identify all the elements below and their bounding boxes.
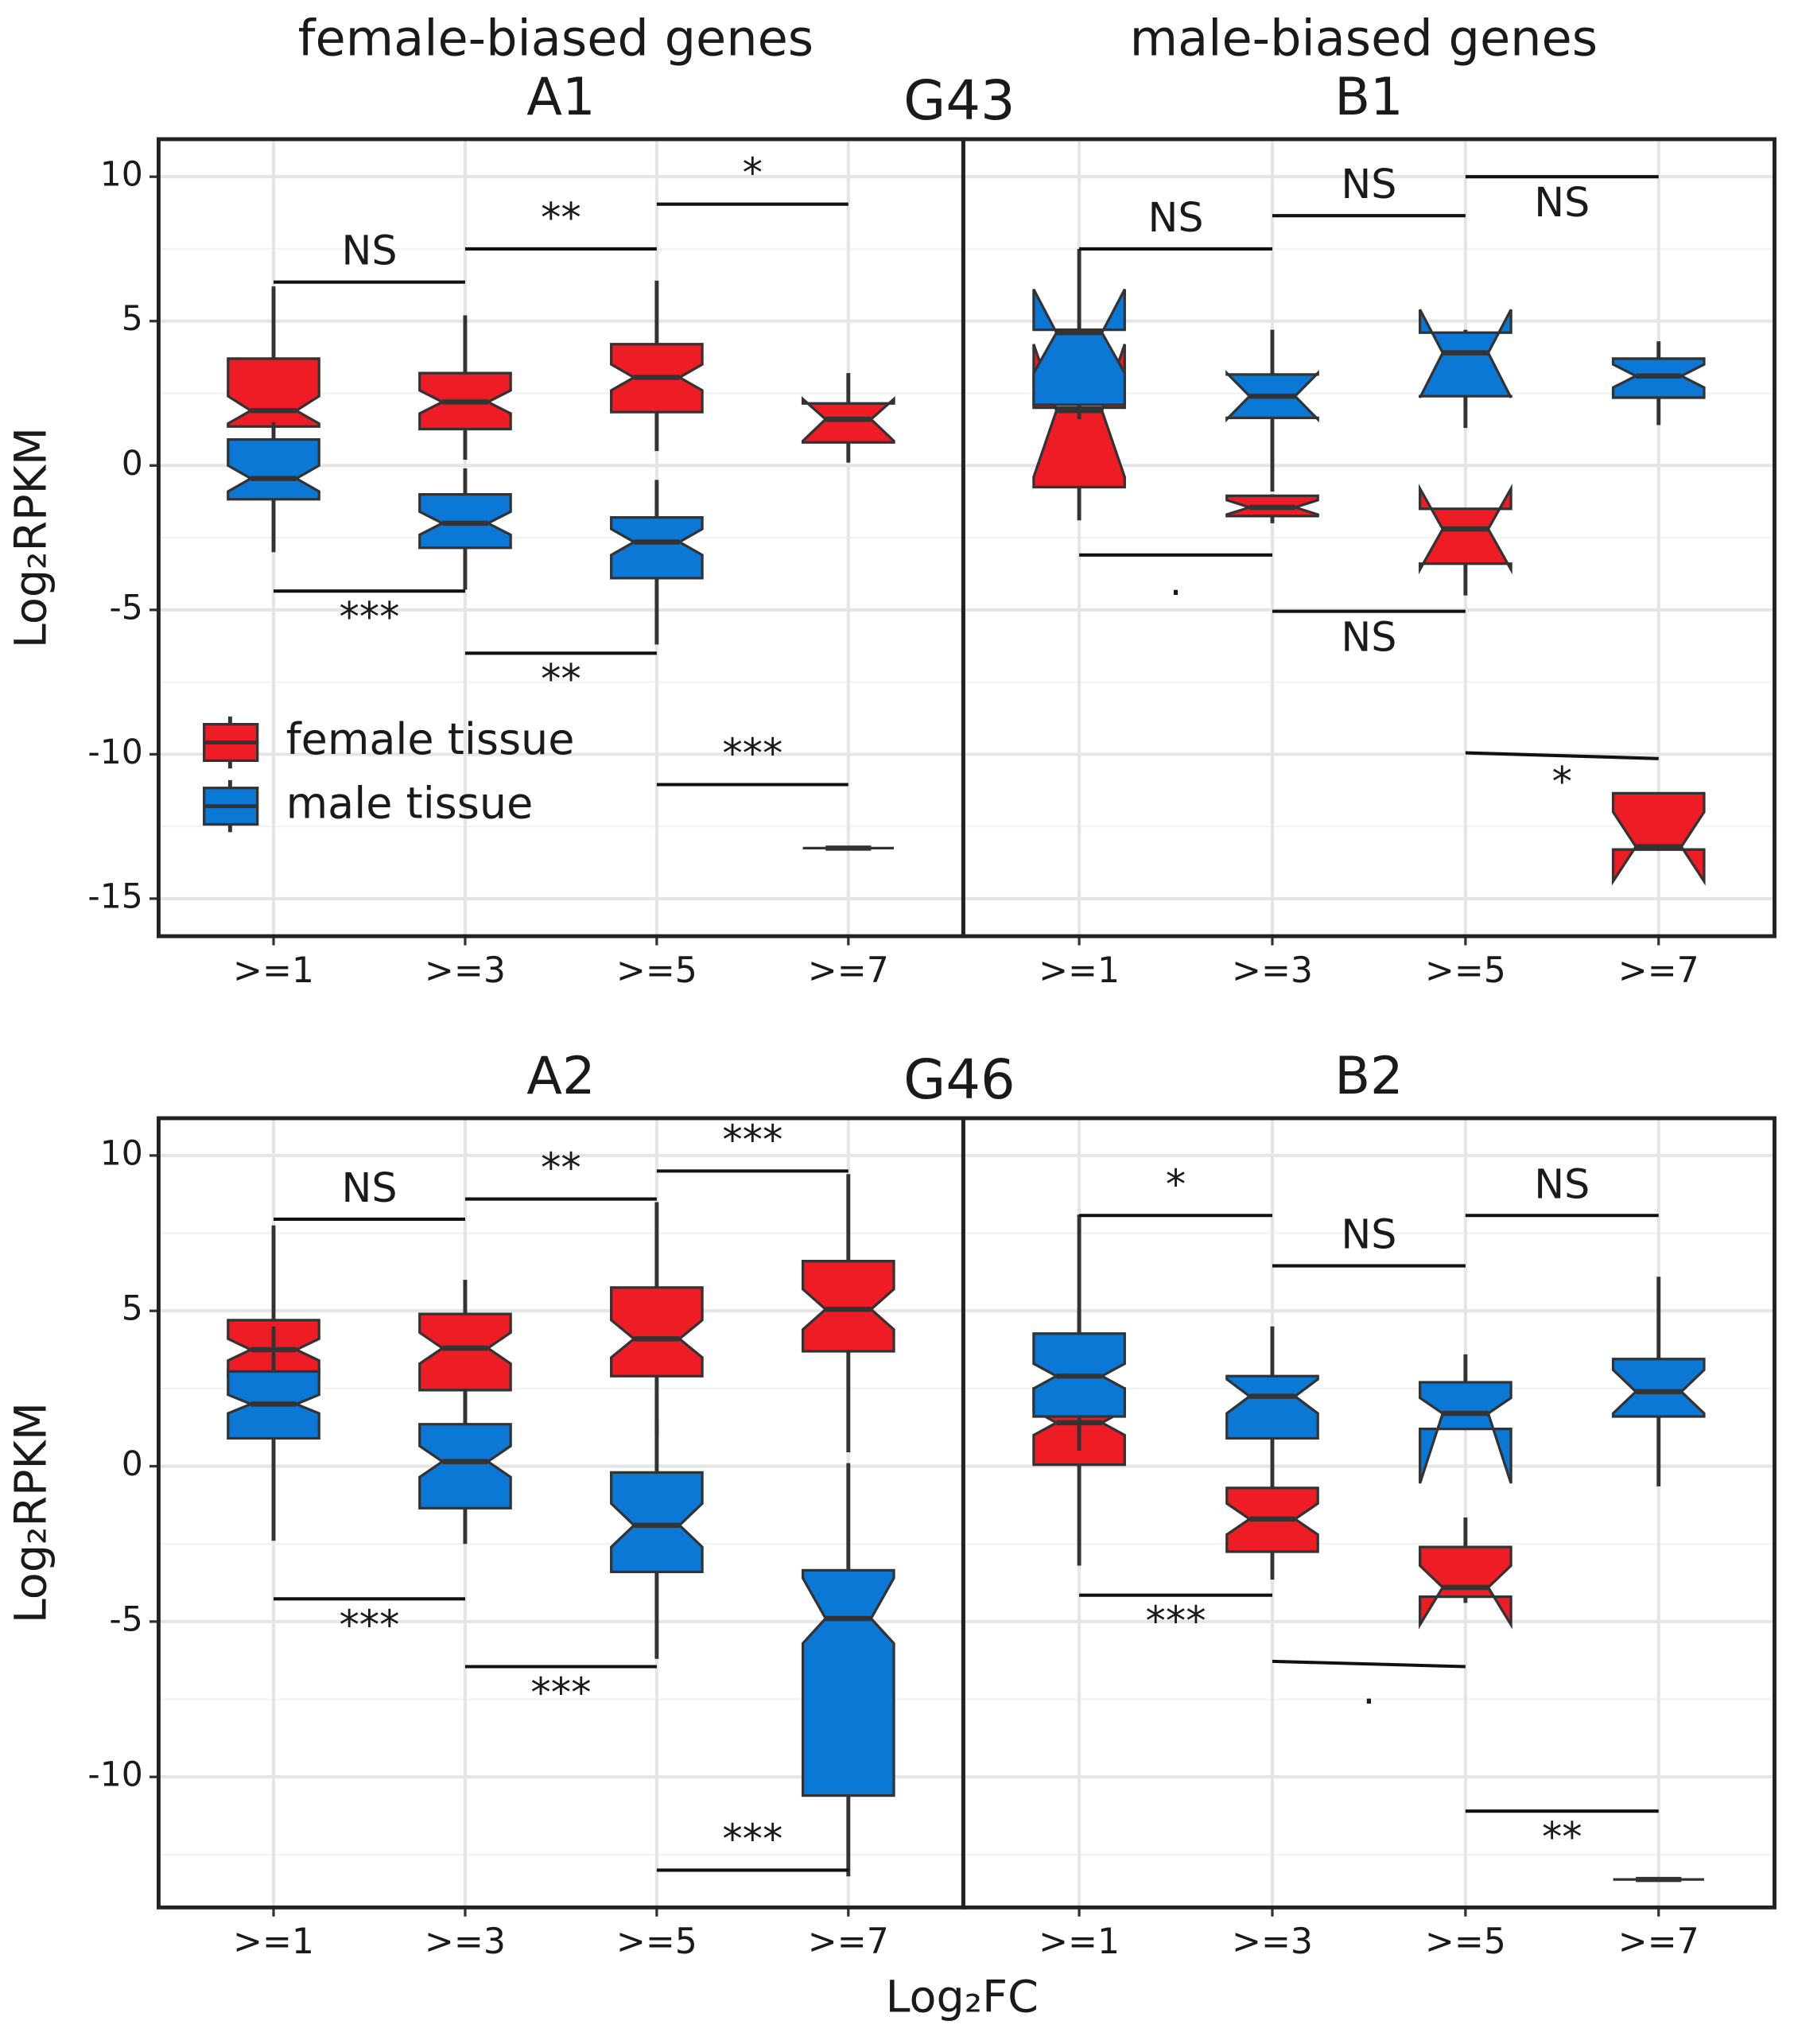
row-title: G43 [903, 69, 1015, 133]
significance-label: NS [1341, 161, 1396, 208]
panel-title: B2 [1334, 1046, 1403, 1106]
box [1611, 791, 1706, 886]
significance-label: NS [1534, 1160, 1590, 1207]
significance-bracket [1272, 1659, 1466, 1669]
x-axis-label: Log₂FC [886, 1971, 1039, 2023]
significance-label: ** [541, 1144, 581, 1191]
significance-label: NS [1341, 614, 1396, 661]
significance-label: ** [541, 194, 581, 241]
x-tick-label: >=5 [616, 950, 697, 991]
box [227, 357, 320, 428]
panel-header: female-biased genes [298, 9, 814, 67]
x-tick-label: >=1 [1039, 1922, 1120, 1962]
significance-label: *** [722, 1815, 782, 1862]
significance-label: NS [341, 227, 397, 274]
significance-bracket [1465, 751, 1659, 760]
significance-label: NS [1148, 194, 1204, 241]
panel-title: B1 [1334, 67, 1403, 127]
box [801, 1568, 895, 1797]
y-tick-label: 0 [122, 445, 143, 484]
x-tick-label: >=3 [425, 1922, 506, 1962]
x-tick-label: >=7 [1618, 950, 1699, 991]
significance-label: ** [541, 655, 581, 702]
box [610, 515, 704, 580]
y-tick-label: -5 [109, 1600, 142, 1639]
significance-label: . [1362, 1666, 1375, 1713]
panel-header: male-biased genes [1130, 9, 1598, 67]
panel-frame [961, 1116, 1777, 1910]
x-tick-label: >=7 [808, 950, 889, 991]
panel-title: A1 [526, 67, 595, 127]
x-tick-label: >=1 [233, 1922, 314, 1962]
y-axis-label: Log₂RPKM [6, 1402, 57, 1623]
significance-label: ** [1542, 1813, 1582, 1860]
significance-label: *** [722, 1116, 782, 1163]
significance-label: *** [530, 1669, 591, 1716]
legend-label: female tissue [286, 714, 575, 764]
box [801, 1260, 895, 1353]
significance-label: NS [1341, 1211, 1396, 1258]
y-tick-label: -10 [87, 733, 142, 772]
box [227, 437, 320, 501]
x-tick-label: >=1 [1039, 950, 1120, 991]
y-tick-label: -15 [87, 877, 142, 916]
significance-label: * [1166, 1160, 1186, 1207]
significance-label: . [1169, 558, 1182, 604]
x-tick-label: >=1 [233, 950, 314, 991]
y-tick-label: 10 [100, 156, 143, 195]
significance-label: *** [722, 730, 782, 777]
significance-label: * [743, 150, 763, 196]
x-tick-label: >=7 [1618, 1922, 1699, 1962]
x-tick-label: >=7 [808, 1922, 889, 1962]
significance-label: *** [1146, 1598, 1206, 1645]
significance-label: NS [1534, 179, 1590, 226]
y-tick-label: 0 [122, 1445, 143, 1484]
panel-title: A2 [526, 1046, 595, 1106]
x-tick-label: >=3 [425, 950, 506, 991]
box [610, 1471, 704, 1573]
box [610, 1286, 704, 1378]
y-tick-label: -10 [87, 1756, 142, 1795]
box [418, 1423, 512, 1510]
y-tick-label: -5 [109, 589, 142, 628]
y-axis-label: Log₂RPKM [6, 427, 57, 648]
box [418, 1312, 512, 1392]
y-tick-label: 10 [100, 1134, 143, 1173]
legend-label: male tissue [286, 778, 534, 828]
x-tick-label: >=5 [616, 1922, 697, 1962]
significance-label: * [1552, 758, 1572, 805]
significance-label: *** [339, 1601, 399, 1648]
box [1419, 1381, 1512, 1484]
x-tick-label: >=3 [1232, 950, 1313, 991]
significance-label: *** [339, 593, 399, 640]
row-title: G46 [903, 1048, 1015, 1112]
x-tick-label: >=3 [1232, 1922, 1313, 1962]
y-tick-label: 5 [122, 300, 143, 339]
x-tick-label: >=5 [1425, 950, 1506, 991]
box [1032, 289, 1126, 406]
y-tick-label: 5 [122, 1290, 143, 1329]
box [1225, 1374, 1319, 1440]
significance-label: NS [341, 1164, 397, 1211]
x-tick-label: >=5 [1425, 1922, 1506, 1962]
panel-frame [961, 137, 1777, 938]
box [1611, 1358, 1706, 1418]
